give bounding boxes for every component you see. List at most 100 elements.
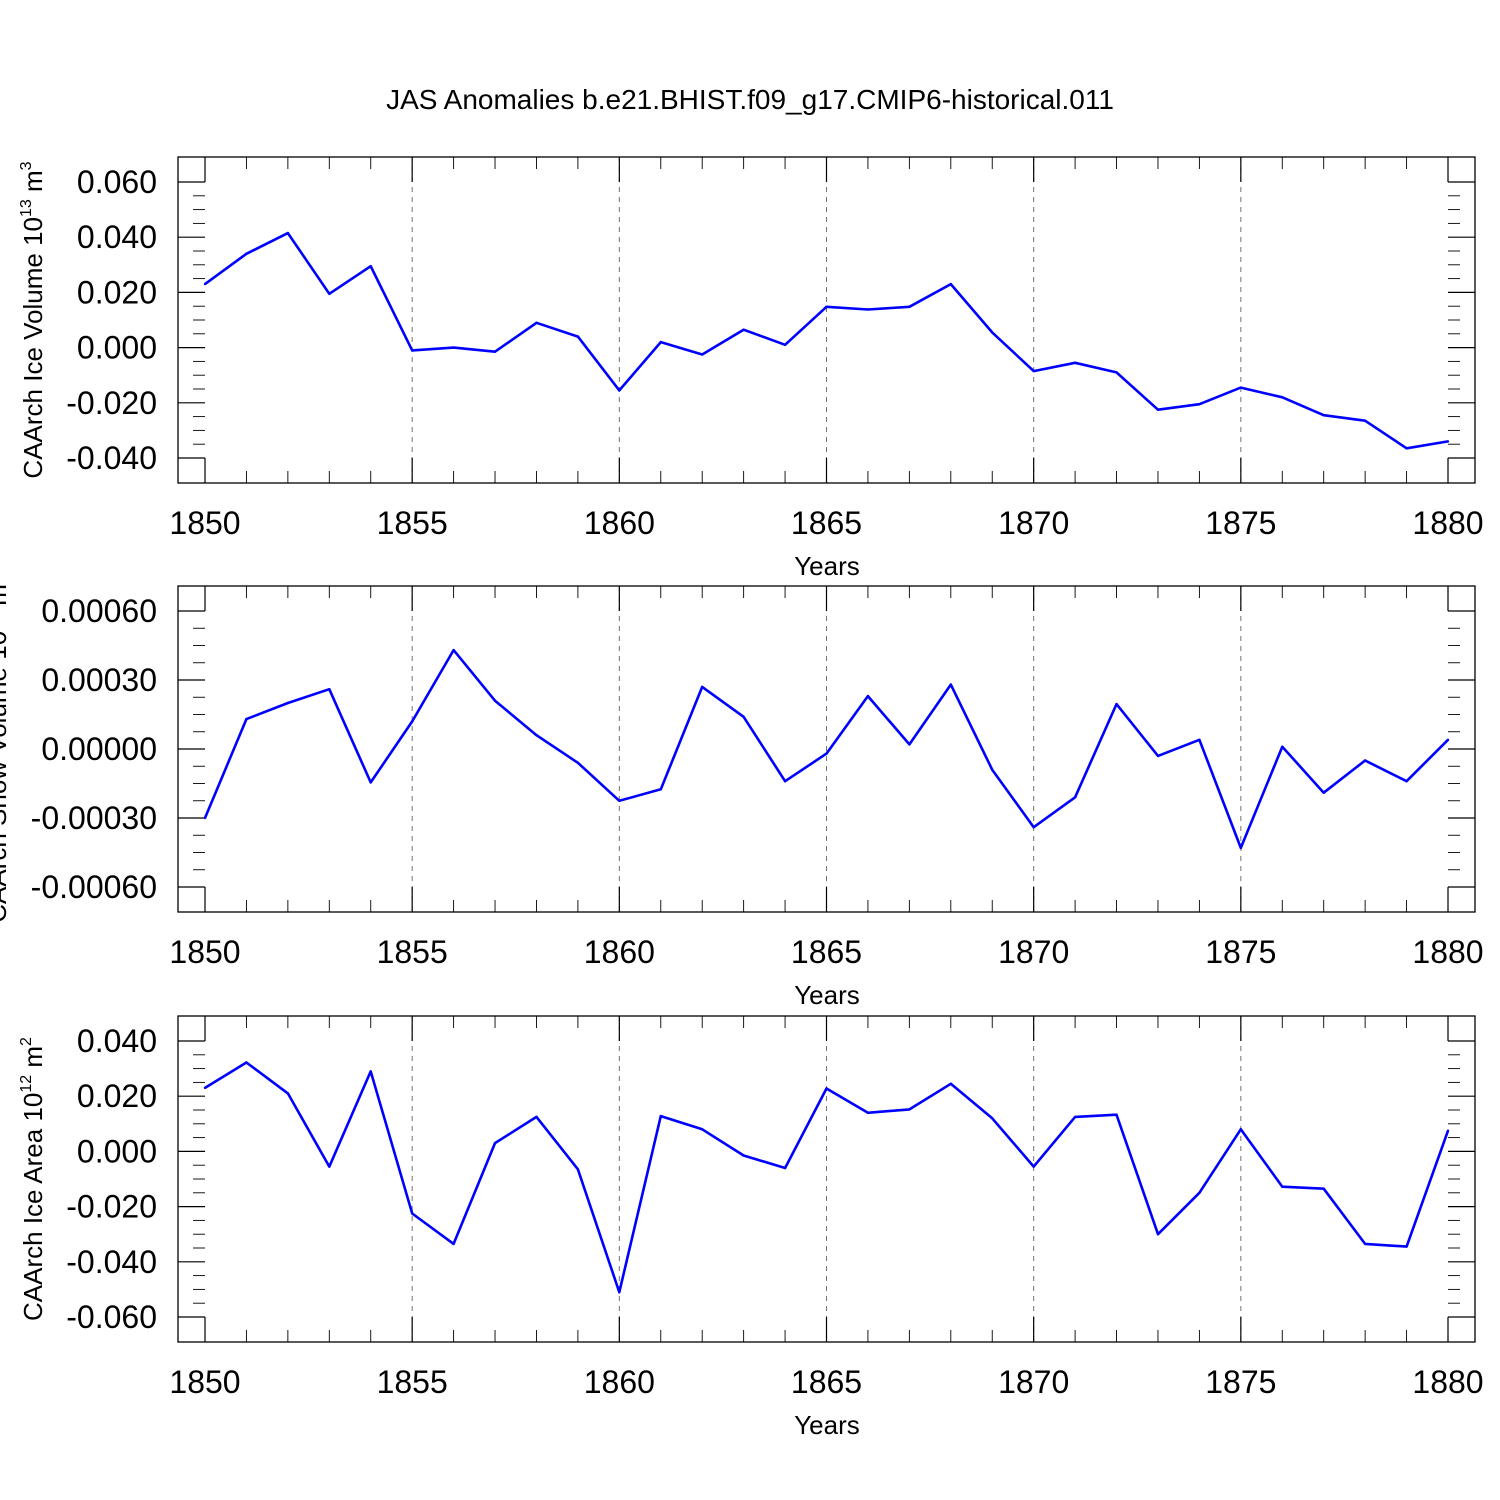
data-point [1363, 759, 1367, 762]
x-axis-label: Years [794, 1410, 860, 1440]
data-point [991, 1117, 994, 1120]
data-point [1405, 1245, 1408, 1248]
y-axis-label-unit: m [18, 170, 48, 199]
data-point [286, 1092, 290, 1095]
x-tick-label: 1880 [1412, 934, 1483, 970]
data-point [1073, 361, 1077, 364]
data-point [701, 685, 704, 689]
x-tick-label: 1875 [1205, 505, 1276, 541]
data-point [1446, 738, 1450, 741]
data-point [411, 349, 414, 352]
data-point [659, 788, 662, 791]
data-point [1198, 1191, 1201, 1195]
data-point [783, 1166, 787, 1170]
data-point [493, 350, 497, 353]
data-point [576, 761, 580, 764]
data-point [618, 799, 621, 802]
data-point [618, 389, 621, 392]
data-point [1156, 408, 1160, 411]
y-axis-label-exponent: 13 [18, 199, 35, 217]
data-point [949, 1082, 952, 1086]
ice-volume-panel: 0.060 0.040 0.020 0.000 -0.020 -0.040 1850 1855… [18, 156, 1484, 581]
y-axis-label-unit: m [18, 1046, 48, 1075]
data-point [411, 1212, 414, 1215]
data-point [825, 752, 828, 755]
data-point [452, 346, 455, 349]
data-point [1363, 1242, 1367, 1246]
x-tick-label: 1870 [998, 1364, 1069, 1400]
x-tick-label: 1855 [377, 934, 448, 970]
data-point [742, 328, 745, 331]
y-tick-label: -0.060 [66, 1299, 157, 1335]
data-point [742, 1154, 745, 1157]
data-point [245, 252, 248, 255]
x-axis-label: Years [794, 980, 860, 1010]
x-tick-label: 1850 [169, 1364, 240, 1400]
x-tick-label: 1865 [791, 505, 862, 541]
data-point [369, 781, 372, 784]
y-axis-label-text: CAArch Ice Area 10 [18, 1093, 48, 1321]
x-tick-label: 1865 [791, 934, 862, 970]
data-point [245, 1061, 248, 1064]
x-tick-label: 1855 [377, 505, 448, 541]
x-tick-label: 1860 [584, 934, 655, 970]
data-point [1363, 419, 1367, 422]
x-axis-label: Years [794, 551, 860, 581]
y-axis-label: CAArch Ice Volume 1013 m3 [18, 161, 48, 478]
data-point [1405, 447, 1408, 450]
y-tick-label: 0.000 [77, 1133, 157, 1169]
data-point [1281, 1185, 1284, 1188]
data-point [949, 683, 952, 686]
x-tick-label: 1850 [169, 934, 240, 970]
data-point [1239, 846, 1243, 850]
data-point [866, 308, 870, 311]
data-point [866, 694, 870, 698]
data-point [866, 1111, 870, 1115]
x-tick-label: 1875 [1205, 1364, 1276, 1400]
x-tick-label: 1880 [1412, 505, 1483, 541]
data-point [783, 780, 787, 783]
data-point [369, 1070, 372, 1073]
y-tick-label: 0.00060 [41, 593, 157, 629]
data-point [701, 1128, 704, 1131]
data-point [1115, 371, 1118, 374]
data-point [1156, 754, 1160, 758]
data-point [825, 1087, 828, 1090]
data-point [1322, 1187, 1325, 1190]
y-axis-label-unit-exponent: 2 [18, 1037, 35, 1046]
data-point [1115, 1113, 1118, 1116]
y-axis-label-text: CAArch Ice Volume 10 [18, 217, 48, 479]
data-point [328, 1165, 331, 1168]
data-point [286, 701, 290, 705]
data-point [369, 265, 372, 268]
data-point [783, 343, 787, 346]
data-point [659, 340, 662, 344]
y-axis-label-exponent: 12 [18, 1075, 35, 1093]
y-axis-label-text: CAArch Snow Volume 10 [0, 631, 12, 923]
x-tick-label: 1865 [791, 1364, 862, 1400]
data-point [1032, 1165, 1035, 1168]
x-tick-label: 1870 [998, 934, 1069, 970]
data-point [1322, 791, 1325, 794]
x-tick-label: 1850 [169, 505, 240, 541]
y-tick-label: -0.040 [66, 440, 157, 476]
data-point [576, 1168, 580, 1171]
data-point [742, 715, 745, 718]
y-tick-label: -0.00030 [31, 800, 157, 836]
data-point [493, 1141, 497, 1145]
data-point [1073, 1115, 1077, 1119]
data-point [535, 1115, 538, 1119]
data-point [245, 717, 248, 721]
y-tick-label: 0.040 [77, 219, 157, 255]
data-point [535, 734, 538, 737]
data-point [576, 335, 580, 338]
y-tick-label: 0.060 [77, 164, 157, 200]
data-point [1239, 1128, 1243, 1131]
data-point [203, 816, 207, 820]
data-point [493, 699, 497, 702]
y-tick-label: -0.020 [66, 385, 157, 421]
data-point [825, 305, 828, 308]
data-point [618, 1291, 621, 1294]
data-point [991, 331, 994, 334]
